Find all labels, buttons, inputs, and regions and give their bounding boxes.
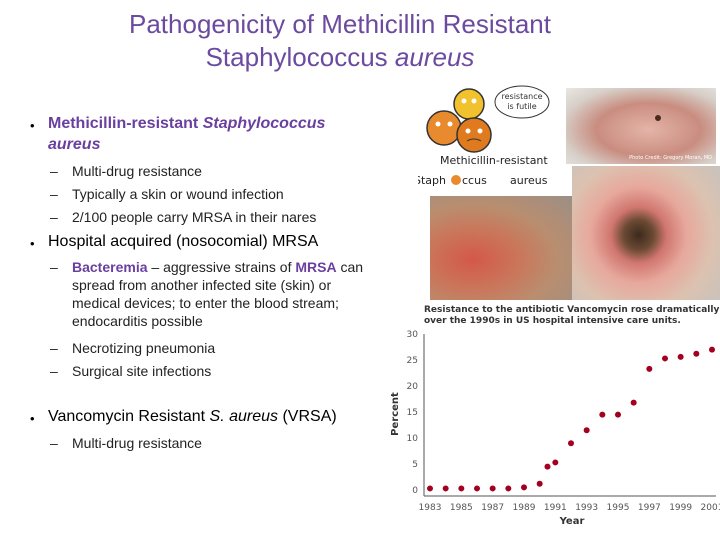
x-tick-label: 2001: [701, 503, 720, 513]
data-point: [521, 484, 527, 491]
mrsa-term: MRSA: [295, 259, 337, 275]
sub-dash: –: [50, 363, 58, 379]
skin-abscess-photo: [572, 166, 720, 304]
data-point: [552, 459, 559, 466]
data-point: [505, 485, 512, 492]
bullet-vrsa-label: Vancomycin Resistant S. aureus (VRSA): [48, 407, 337, 427]
mrsa-cartoon-image: resistance is futile Methicillin-resista…: [418, 84, 566, 194]
x-tick-label: 1991: [544, 503, 567, 513]
sub-dash: –: [50, 209, 58, 225]
bacteremia-line4: endocarditis possible: [72, 313, 203, 329]
bacteremia-line2: spread from another infected site (skin)…: [72, 277, 332, 293]
sub-dash: –: [50, 259, 58, 275]
bullet-mrsa-label-line2: aureus: [48, 135, 100, 155]
x-tick-label: 1983: [419, 503, 442, 513]
data-point: [646, 365, 653, 372]
facial-infection-photo: [430, 196, 572, 302]
x-tick-label: 1985: [450, 503, 473, 513]
slide-title: Pathogenicity of Methicillin Resistant S…: [40, 8, 640, 74]
x-tick-label: 1995: [607, 503, 630, 513]
y-tick-label: 20: [407, 382, 419, 392]
sub-dash: –: [50, 186, 58, 202]
bullet-mrsa-label-plain: Methicillin-resistant: [48, 115, 203, 132]
data-point: [442, 485, 449, 492]
y-tick-label: 10: [407, 434, 419, 444]
bacteremia-text: – aggressive strains of: [147, 259, 296, 275]
data-point: [599, 411, 606, 418]
bacteremia-line3: medical devices; to enter the blood stre…: [72, 295, 339, 311]
data-point: [662, 355, 668, 362]
sub-item-text: 2/100 people carry MRSA in their nares: [72, 209, 317, 225]
sub-item-text: Necrotizing pneumonia: [72, 340, 216, 356]
bullet-dot: •: [30, 118, 35, 133]
bullet-mrsa-label: Methicillin-resistant Staphylococcus: [48, 114, 325, 134]
bullet-dot: •: [30, 236, 35, 251]
cartoon-bubble-2: is futile: [507, 102, 536, 111]
bullet-dot: •: [30, 411, 35, 426]
y-tick-label: 15: [407, 408, 418, 418]
bullet-mrsa-label-italic: Staphylococcus: [202, 115, 326, 132]
chart-title-line1: Resistance to the antibiotic Vancomycin …: [424, 305, 719, 315]
chart-x-label: Year: [559, 516, 585, 527]
y-tick-label: 30: [407, 330, 419, 340]
y-tick-label: 5: [412, 460, 418, 470]
data-point: [489, 485, 496, 492]
data-point: [630, 399, 637, 406]
bacteremia-text-end: can: [336, 259, 364, 275]
title-line-2: Staphylococcus aureus: [40, 41, 640, 74]
data-point: [474, 485, 480, 492]
bacteremia-term: Bacteremia: [72, 259, 148, 275]
data-point: [544, 463, 551, 470]
data-point: [427, 485, 433, 492]
y-tick-label: 0: [412, 486, 418, 496]
sub-item-text: Typically a skin or wound infection: [72, 186, 284, 202]
bullet-vrsa-plain: Vancomycin Resistant: [48, 408, 210, 425]
data-point: [536, 480, 543, 487]
data-point: [709, 346, 715, 353]
title-line-1: Pathogenicity of Methicillin Resistant: [129, 9, 551, 39]
sub-item-text: Surgical site infections: [72, 363, 212, 379]
data-point: [568, 440, 574, 447]
x-tick-label: 1989: [513, 503, 536, 513]
data-point: [693, 350, 700, 357]
bullet-hospital-mrsa-label: Hospital acquired (nosocomial) MRSA: [48, 233, 319, 250]
photo-credit: Photo Credit: Gregory Moran, MD: [629, 155, 712, 161]
foot-infection-photo: Photo Credit: Gregory Moran, MD: [566, 88, 716, 164]
x-tick-label: 1987: [481, 503, 504, 513]
sub-item-text: Multi-drug resistance: [72, 435, 202, 451]
cartoon-label-1: Methicillin-resistant: [440, 154, 548, 167]
chart-title-line2: over the 1990s in US hospital intensive …: [424, 316, 681, 326]
x-tick-label: 1993: [575, 503, 598, 513]
cartoon-label-2c: aureus: [510, 174, 548, 187]
data-point: [677, 353, 684, 360]
cartoon-label-2a: Staph: [418, 174, 446, 187]
x-tick-label: 1999: [669, 503, 692, 513]
title-line-2-plain: Staphylococcus: [205, 42, 395, 72]
sub-dash: –: [50, 163, 58, 179]
x-tick-label: 1997: [638, 503, 661, 513]
cartoon-label-2b: ccus: [462, 174, 487, 187]
bullet-vrsa-italic: S. aureus: [209, 408, 279, 425]
data-point: [615, 411, 621, 418]
y-tick-label: 25: [407, 356, 418, 366]
chart-svg: Resistance to the antibiotic Vancomycin …: [386, 300, 720, 540]
bullet-vrsa-end: (VRSA): [278, 408, 337, 425]
vancomycin-resistance-chart: Resistance to the antibiotic Vancomycin …: [386, 300, 720, 540]
sub-dash: –: [50, 340, 58, 356]
title-line-2-italic: aureus: [394, 42, 475, 72]
data-point: [458, 485, 465, 492]
data-point: [583, 427, 590, 434]
sub-dash: –: [50, 435, 58, 451]
bacteremia-line1: Bacteremia – aggressive strains of MRSA …: [72, 258, 363, 276]
bullet-mrsa-label-line2-text: aureus: [48, 136, 101, 153]
chart-y-label: Percent: [390, 392, 401, 436]
sub-item-text: Multi-drug resistance: [72, 163, 202, 179]
cartoon-bubble-1: resistance: [501, 92, 542, 101]
